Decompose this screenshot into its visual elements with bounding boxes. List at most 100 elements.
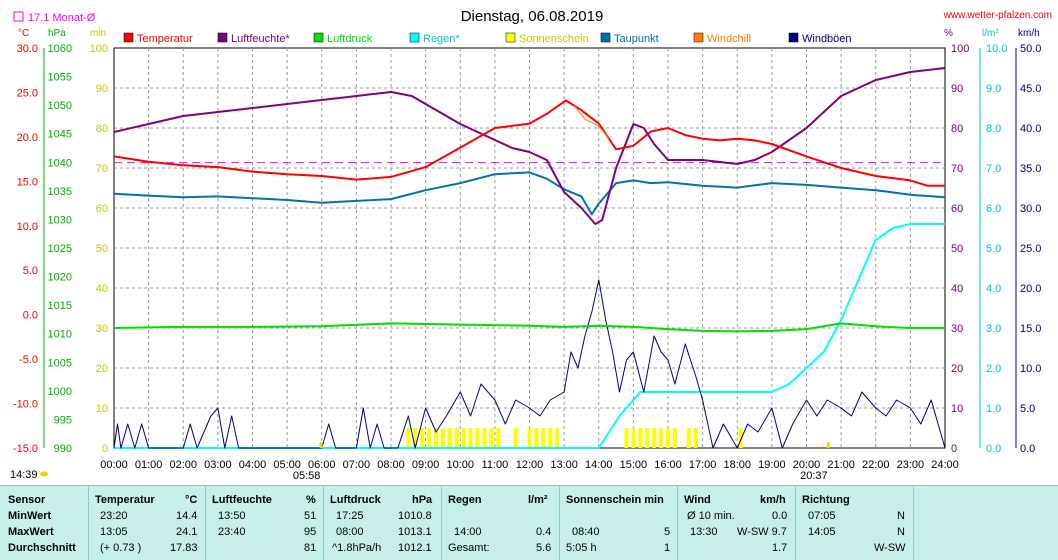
legend-label: Taupunkt <box>614 33 659 45</box>
min-hum-value: 51 <box>304 510 317 522</box>
sunshine-bar <box>541 428 546 448</box>
unit-rain: l/m² <box>982 28 999 39</box>
sunshine-bar <box>482 428 487 448</box>
series-line-taupunkt <box>113 171 946 216</box>
tick-label-temp: 10.0 <box>17 221 38 233</box>
max-dir-time: 14:05 <box>808 526 836 538</box>
tick-label-temp: -15.0 <box>13 443 38 455</box>
unit-humidity: % <box>944 28 953 39</box>
tick-label-humidity: 40 <box>951 283 963 295</box>
tick-label-wind: 10.0 <box>1020 363 1041 375</box>
legend-swatch <box>313 32 324 43</box>
max-rain-time: 14:00 <box>454 526 482 538</box>
x-tick-label: 24:00 <box>931 459 959 471</box>
sunshine-bar <box>666 428 670 448</box>
legend-label: Sonnenschein <box>519 33 589 45</box>
row-label-max: MaxWert <box>8 526 54 538</box>
sunshine-bar <box>413 428 418 448</box>
max-hum-time: 23:40 <box>218 526 246 538</box>
tick-label-pressure: 1020 <box>48 272 72 284</box>
unit-pressure: hPa <box>48 28 66 39</box>
sunshine-bar <box>624 428 629 448</box>
max-sun-value: 5 <box>664 526 671 538</box>
tick-label-pressure: 1015 <box>48 300 72 312</box>
tick-label-minutes: 10 <box>96 403 108 415</box>
sunshine-bar <box>496 428 501 448</box>
tick-label-wind: 20.0 <box>1020 283 1041 295</box>
avg-wind-value: 1.7 <box>772 542 788 554</box>
sunshine-bar <box>406 428 411 448</box>
x-tick-label: 20:00 <box>793 459 821 471</box>
max-press-time: 08:00 <box>336 526 364 538</box>
sunshine-bar <box>475 428 480 448</box>
tick-label-wind: 0.0 <box>1020 443 1035 455</box>
max-press-value: 1013.1 <box>398 526 432 538</box>
max-sun-time: 08:40 <box>572 526 600 538</box>
unit-minutes: min <box>90 28 106 39</box>
sunshine-bar <box>534 428 539 448</box>
sun-icon <box>40 471 48 477</box>
stats-header-humidity: Luftfeuchte <box>212 494 272 506</box>
avg-temp-trend: (+ 0.73 ) <box>100 542 142 554</box>
tick-label-temp: 5.0 <box>23 265 38 277</box>
tick-label-temp: -10.0 <box>13 399 38 411</box>
tick-label-rain: 8.0 <box>986 123 1001 135</box>
x-tick-label: 08:00 <box>377 459 405 471</box>
sunshine-bar <box>447 428 452 448</box>
min-press-value: 1010.8 <box>398 510 432 522</box>
legend-label: Windböen <box>802 33 852 45</box>
stats-divider <box>677 486 678 560</box>
stats-header-wind-unit: km/h <box>760 494 786 506</box>
tick-label-temp: 25.0 <box>17 87 38 99</box>
max-wind-value: W-SW 9.7 <box>737 526 787 538</box>
sunshine-bar <box>659 428 664 448</box>
sunshine-bar <box>693 428 698 448</box>
tick-label-humidity: 70 <box>951 163 963 175</box>
x-tick-label: 00:00 <box>100 459 128 471</box>
x-tick-label: 14:00 <box>585 459 613 471</box>
sunshine-bar <box>461 428 466 448</box>
max-dir-value: N <box>897 526 905 538</box>
sunshine-bar <box>489 428 494 448</box>
tick-label-rain: 9.0 <box>986 83 1001 95</box>
stats-divider <box>559 486 560 560</box>
sunshine-bar <box>645 428 650 448</box>
tick-label-rain: 6.0 <box>986 203 1001 215</box>
tick-label-humidity: 20 <box>951 363 963 375</box>
x-tick-label: 05:00 <box>273 459 301 471</box>
stats-header-humidity-unit: % <box>306 494 316 506</box>
legend-swatch <box>123 32 134 43</box>
tick-label-pressure: 1045 <box>48 129 72 141</box>
tick-label-humidity: 50 <box>951 243 963 255</box>
tick-label-humidity: 90 <box>951 83 963 95</box>
legend-swatch <box>505 32 516 43</box>
x-tick-label: 01:00 <box>135 459 163 471</box>
stats-table: Sensor Temperatur °C Luftfeuchte % Luftd… <box>0 485 1058 560</box>
tick-label-rain: 2.0 <box>986 363 1001 375</box>
tick-label-temp: 30.0 <box>17 43 38 55</box>
tick-label-wind: 15.0 <box>1020 323 1041 335</box>
rain-total-value: 5.6 <box>536 542 552 554</box>
series-line-luftfeuchte <box>113 67 946 225</box>
stats-divider <box>88 486 89 560</box>
sunshine-bar <box>527 428 532 448</box>
tick-label-pressure: 995 <box>54 414 72 426</box>
x-tick-label: 19:00 <box>758 459 786 471</box>
x-tick-label: 06:00 <box>308 459 336 471</box>
weather-chart: Dienstag, 06.08.2019 www.wetter-pfalzen.… <box>10 8 1052 482</box>
tick-label-wind: 25.0 <box>1020 243 1041 255</box>
tick-label-temp: 0.0 <box>23 310 38 322</box>
tick-label-pressure: 1035 <box>48 186 72 198</box>
avg-press-value: 1012.1 <box>398 542 432 554</box>
tick-label-wind: 35.0 <box>1020 163 1041 175</box>
max-temp-value: 24.1 <box>176 526 198 538</box>
max-hum-value: 95 <box>304 526 317 538</box>
legend-label: Luftfeuchte* <box>231 33 290 45</box>
series-line-temperatur <box>113 99 945 187</box>
x-tick-label: 03:00 <box>204 459 232 471</box>
stats-header-temperature: Temperatur <box>95 494 155 506</box>
legend-label: Windchill <box>707 33 751 45</box>
tick-label-pressure: 1060 <box>48 43 72 55</box>
sunshine-bar <box>548 428 553 448</box>
tick-label-rain: 3.0 <box>986 323 1001 335</box>
